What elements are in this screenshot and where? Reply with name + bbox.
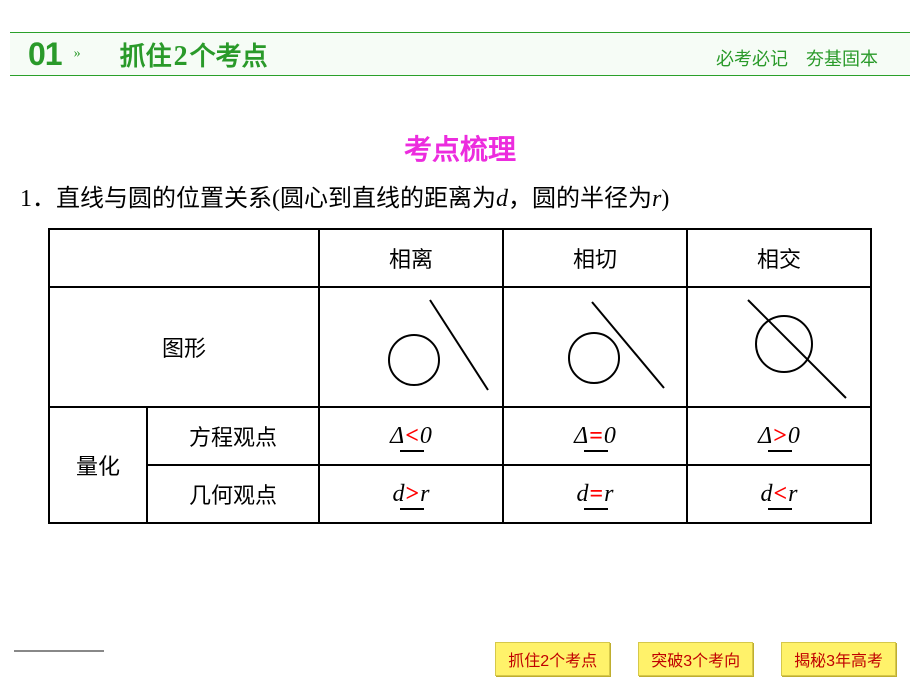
eq-cell-2: Δ>0: [687, 407, 871, 465]
section-title: 考点梳理: [0, 128, 920, 168]
figure-label: 图形: [49, 287, 319, 407]
eq1-rhs: 0: [604, 423, 616, 449]
intro-r: r: [652, 186, 661, 212]
intro-number: 1: [20, 186, 32, 212]
eq0-lhs: Δ: [390, 423, 404, 449]
header-row: 相离 相切 相交: [49, 229, 871, 287]
g2-op: <: [772, 481, 788, 507]
g2-lhs: d: [760, 481, 772, 507]
g1-op: =: [588, 481, 604, 507]
eq2-lhs: Δ: [758, 423, 772, 449]
geo-cell-2: d<r: [687, 465, 871, 523]
hdr-intersect: 相交: [687, 229, 871, 287]
eq-label: 方程观点: [147, 407, 319, 465]
footer-btn-1[interactable]: 突破3个考向: [638, 642, 753, 676]
intro-close: ): [661, 186, 669, 212]
eq2-rhs: 0: [788, 423, 800, 449]
header-chevrons: »: [74, 46, 78, 62]
g0-lhs: d: [392, 481, 404, 507]
eq2-op: >: [772, 423, 788, 449]
geo-cell-1: d=r: [503, 465, 687, 523]
header-title: 抓住2个考点: [120, 36, 268, 73]
header-number: 01: [28, 36, 62, 73]
eq0-rhs: 0: [420, 423, 432, 449]
eq1-op: =: [588, 423, 604, 449]
geo-row: 几何观点 d>r d=r d<r: [49, 465, 871, 523]
geo-cell-0: d>r: [319, 465, 503, 523]
eq-row: 量化 方程观点 Δ<0 Δ=0 Δ>0: [49, 407, 871, 465]
quant-label: 量化: [49, 407, 147, 523]
footer-btn-0[interactable]: 抓住2个考点: [495, 642, 610, 676]
intro-line: 1．直线与圆的位置关系(圆心到直线的距离为d，圆的半径为r): [20, 178, 900, 213]
header-title-big: 2: [172, 41, 190, 72]
hdr-tangent: 相切: [503, 229, 687, 287]
figure-intersect: [687, 287, 871, 407]
hdr-separate: 相离: [319, 229, 503, 287]
g1-rhs: r: [604, 481, 613, 507]
footer-line: [14, 650, 104, 652]
header-title-post: 个考点: [190, 42, 268, 71]
g2-rhs: r: [788, 481, 797, 507]
intro-text-b: ，圆的半径为: [508, 186, 652, 212]
intro-d: d: [496, 186, 508, 212]
footer-btn-2[interactable]: 揭秘3年高考: [781, 642, 896, 676]
g0-op: >: [404, 481, 420, 507]
g0-rhs: r: [420, 481, 429, 507]
header-right: 必考必记 夯基固本: [716, 45, 878, 71]
figure-separate: [319, 287, 503, 407]
hdr-empty: [49, 229, 319, 287]
geo-label: 几何观点: [147, 465, 319, 523]
header-title-pre: 抓住: [120, 42, 172, 71]
main-table: 相离 相切 相交 图形: [48, 228, 872, 524]
figure-row: 图形: [49, 287, 871, 407]
footer-buttons: 抓住2个考点 突破3个考向 揭秘3年高考: [495, 642, 896, 676]
figure-tangent: [503, 287, 687, 407]
eq-cell-0: Δ<0: [319, 407, 503, 465]
intro-text-a: ．直线与圆的位置关系(圆心到直线的距离为: [32, 186, 496, 212]
fig-tangent-svg: [504, 288, 686, 406]
fig-separate-svg: [320, 288, 502, 406]
eq1-lhs: Δ: [574, 423, 588, 449]
header-bar: 01 » 抓住2个考点 必考必记 夯基固本: [10, 32, 910, 76]
g1-lhs: d: [576, 481, 588, 507]
fig-intersect-svg: [688, 288, 870, 406]
eq-cell-1: Δ=0: [503, 407, 687, 465]
eq0-op: <: [404, 423, 420, 449]
